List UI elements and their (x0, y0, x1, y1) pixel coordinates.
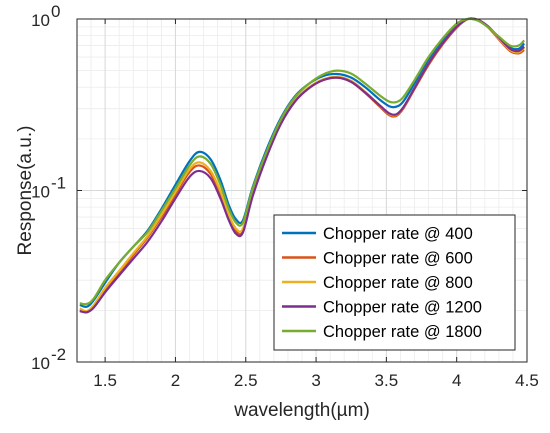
legend-label-1: Chopper rate @ 400 (323, 225, 473, 243)
legend-label-5: Chopper rate @ 1800 (323, 323, 482, 341)
y-axis-label: Response(a.u.) (15, 126, 36, 256)
x-tick-label: 4.5 (515, 371, 539, 390)
x-tick-labels: 1.5 2 2.5 3 3.5 4 4.5 (93, 371, 539, 390)
y-tick-exponent: -1 (51, 174, 66, 193)
x-tick-label: 2 (171, 371, 180, 390)
y-tick-label: 10 (31, 354, 50, 373)
legend-label-3: Chopper rate @ 800 (323, 274, 473, 292)
x-tick-label: 3.5 (375, 371, 399, 390)
x-tick-label: 1.5 (93, 371, 117, 390)
series-line-4 (79, 17, 525, 314)
series-lines (79, 17, 526, 314)
legend: Chopper rate @ 400 Chopper rate @ 600 Chop… (273, 214, 516, 351)
y-tick-exponent: 0 (51, 2, 60, 21)
x-axis-label: wavelength(µm) (233, 400, 370, 421)
axis-ticks (77, 18, 528, 363)
y-tick-exponent: -2 (51, 345, 66, 364)
y-tick-label: 10 (31, 183, 50, 202)
legend-label-4: Chopper rate @ 1200 (323, 299, 482, 317)
x-tick-label: 4 (452, 371, 461, 390)
x-tick-label: 2.5 (234, 371, 258, 390)
x-tick-label: 3 (311, 371, 320, 390)
legend-label-2: Chopper rate @ 600 (323, 250, 473, 268)
series-line-5 (79, 17, 525, 306)
y-tick-label: 10 (31, 11, 50, 30)
